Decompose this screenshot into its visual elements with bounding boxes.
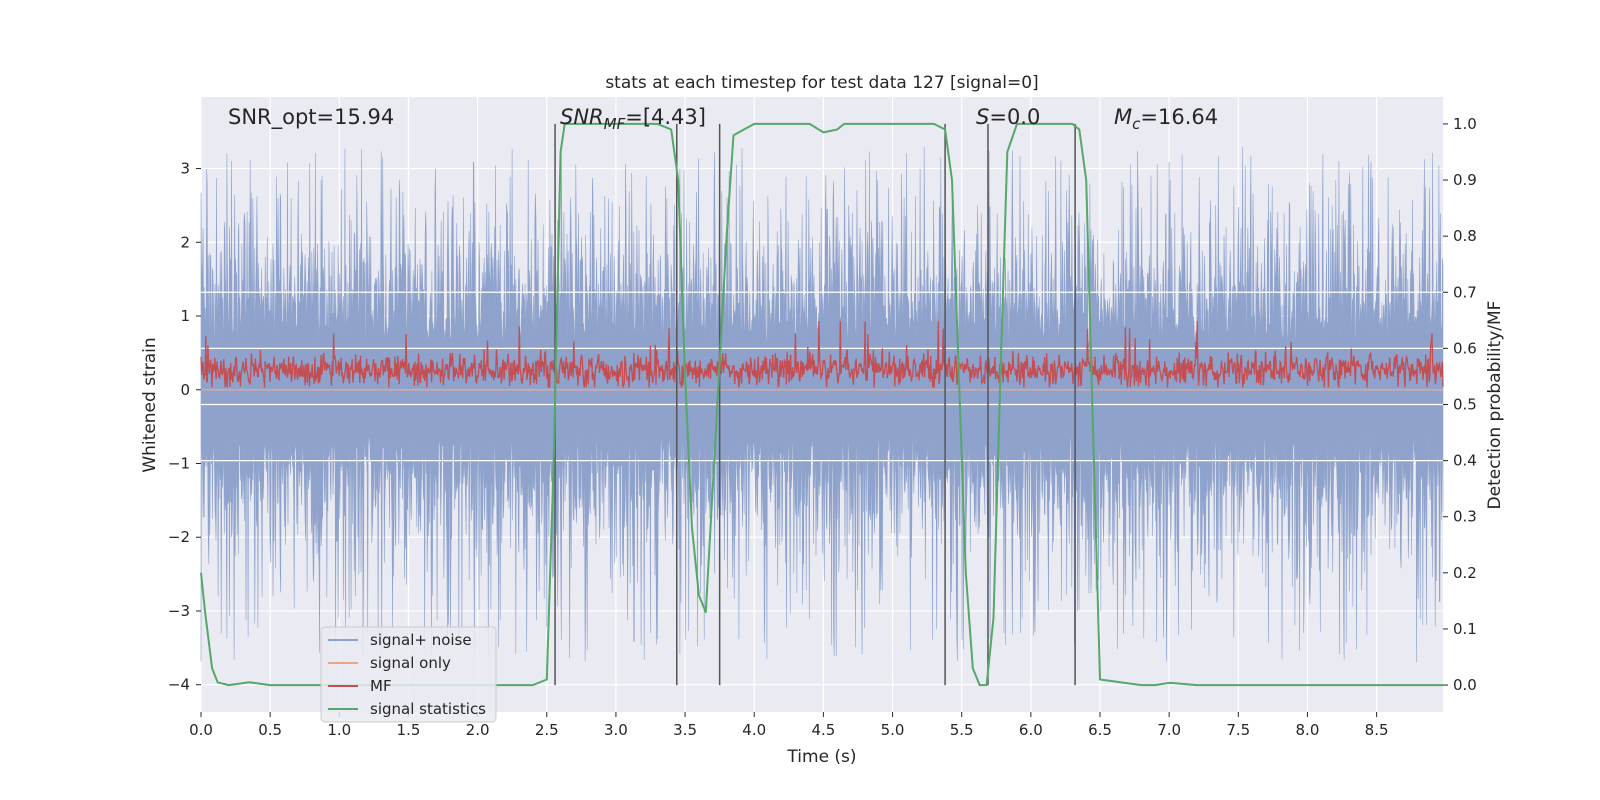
snr-opt-annotation: SNR_opt=15.94	[228, 105, 394, 130]
legend-label-signal-noise: signal+ noise	[370, 631, 472, 649]
x-tick-label: 1.5	[397, 721, 421, 739]
mc-sub: c	[1132, 115, 1141, 133]
mc-main: M	[1114, 105, 1132, 129]
y2-tick-label: 0.4	[1453, 452, 1477, 470]
y2-tick-label: 0.3	[1453, 508, 1477, 526]
y2-tick-label: 0.2	[1453, 564, 1477, 582]
x-tick-label: 6.0	[1019, 721, 1043, 739]
mc-value: =16.64	[1140, 105, 1218, 129]
y2-tick-label: 0.8	[1453, 227, 1477, 245]
y-tick-label: 1	[180, 307, 190, 325]
x-tick-label: 0.5	[258, 721, 282, 739]
snr-mf-sub: MF	[604, 115, 626, 133]
s-annotation: S=0.0	[976, 105, 1040, 129]
y-tick-label: 3	[180, 160, 190, 178]
x-tick-label: 0.0	[189, 721, 213, 739]
series-mf	[200, 321, 1444, 388]
legend-label-mf: MF	[370, 677, 392, 695]
y-tick-label: −1	[168, 454, 190, 472]
mf-line	[200, 321, 1444, 388]
x-tick-label: 2.0	[466, 721, 490, 739]
s-value: =0.0	[989, 105, 1040, 129]
y-tick-label: 0	[180, 381, 190, 399]
legend: signal+ noise signal only MF signal stat…	[320, 626, 497, 723]
legend-box	[320, 626, 497, 723]
x-tick-label: 5.5	[950, 721, 974, 739]
y2-tick-label: 0.9	[1453, 171, 1477, 189]
y-tick-label: −3	[168, 602, 190, 620]
x-tick-label: 2.5	[535, 721, 559, 739]
x-axis-title: Time (s)	[786, 747, 856, 767]
snr-mf-main: SNR	[560, 105, 604, 129]
snr-mf-value: =[4.43]	[625, 105, 706, 129]
y2-tick-label: 0.7	[1453, 283, 1477, 301]
y-tick-label: −2	[168, 528, 190, 546]
series-signal-statistics	[200, 122, 1443, 687]
snr-mf-annotation: SNRMF=[4.43]	[560, 105, 706, 133]
y-axis-title: Whitened strain	[140, 337, 160, 472]
y2-axis-title: Detection probability/MF	[1485, 301, 1505, 510]
x-tick-label: 8.0	[1296, 721, 1320, 739]
series-signal-noise	[200, 146, 1444, 663]
x-tick-label: 7.5	[1226, 721, 1250, 739]
x-tick-label: 3.5	[673, 721, 697, 739]
chart-title: stats at each timestep for test data 127…	[605, 73, 1038, 93]
x-tick-label: 4.5	[811, 721, 835, 739]
mc-annotation: Mc=16.64	[1114, 105, 1218, 133]
s-main: S	[976, 105, 989, 129]
x-tick-label: 5.0	[881, 721, 905, 739]
y2-tick-label: 0.5	[1453, 396, 1477, 414]
x-tick-label: 7.0	[1157, 721, 1181, 739]
y2-tick-label: 0.0	[1453, 676, 1477, 694]
legend-label-signal-only: signal only	[370, 654, 451, 672]
x-tick-label: 4.0	[742, 721, 766, 739]
y2-tick-label: 1.0	[1453, 115, 1477, 133]
x-tick-label: 8.5	[1365, 721, 1389, 739]
signal-statistics-line	[200, 122, 1443, 687]
y2-tick-label: 0.1	[1453, 620, 1477, 638]
y-tick-label: 2	[180, 233, 190, 251]
x-tick-label: 1.0	[327, 721, 351, 739]
y2-tick-label: 0.6	[1453, 339, 1477, 357]
x-tick-label: 6.5	[1088, 721, 1112, 739]
y-tick-label: −4	[168, 676, 190, 694]
x-tick-label: 3.0	[604, 721, 628, 739]
axes: 0.0 0.5 1.0 1.5 2.0 2.5 3.0 3.5 4.0 4.5 5.0 5.5 6.0 6…	[168, 115, 1477, 739]
legend-label-signal-statistics: signal statistics	[370, 700, 486, 718]
